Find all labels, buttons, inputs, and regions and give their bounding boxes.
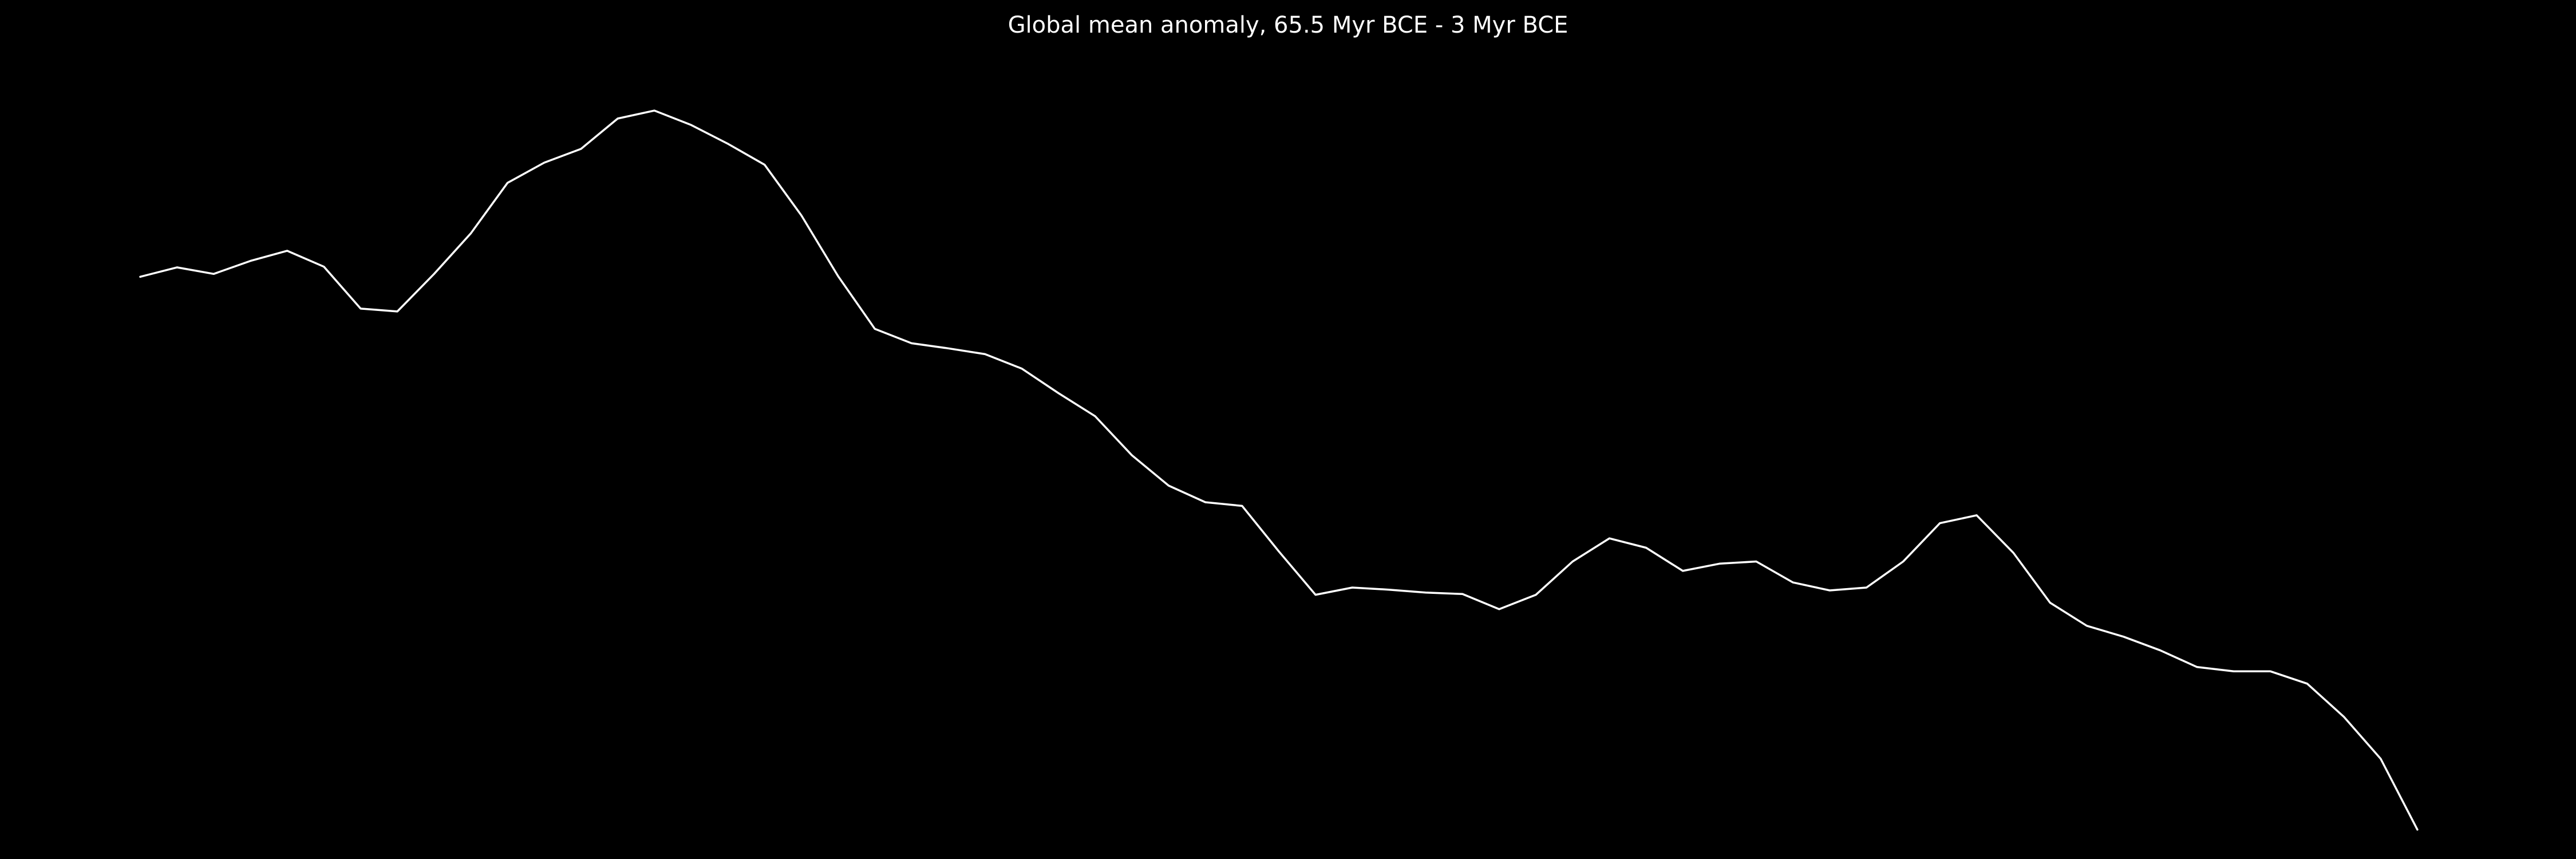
chart-title: Global mean anomaly, 65.5 Myr BCE - 3 My…: [1008, 12, 1568, 38]
series-line-0: [139, 109, 2419, 831]
series-layer: [139, 109, 2419, 831]
